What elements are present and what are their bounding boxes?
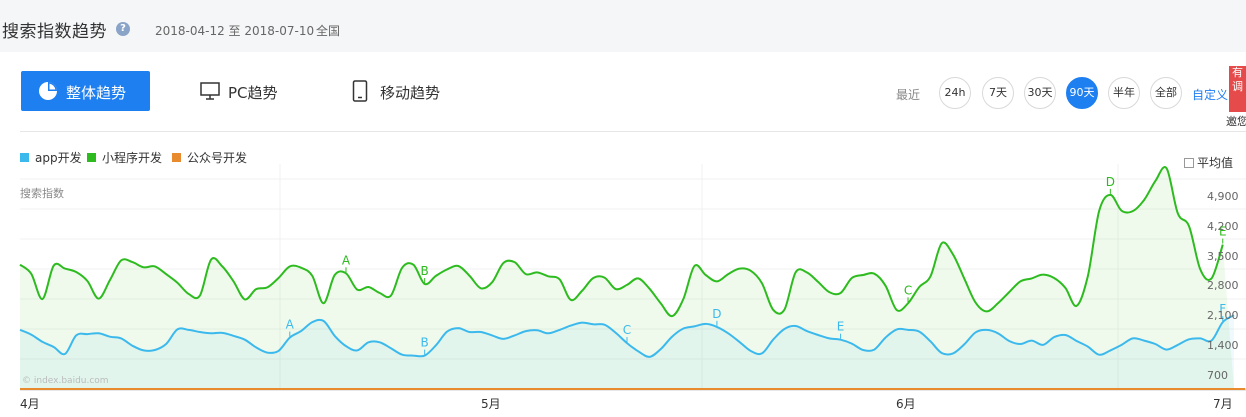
- series-line-miniprogram: [19, 166, 1224, 318]
- annotation-label: D: [712, 307, 721, 321]
- y-axis-title: 搜索指数: [20, 187, 64, 200]
- tab-overall-label: 整体趋势: [66, 84, 127, 102]
- x-tick-label: 6月: [896, 397, 916, 411]
- annotation-label: E: [837, 320, 845, 334]
- survey-badge[interactable]: 有调: [1229, 66, 1246, 112]
- series-area-miniprogram: [20, 167, 1234, 389]
- annotation-label: D: [1106, 175, 1115, 189]
- custom-range-link[interactable]: 自定义: [1192, 88, 1229, 102]
- annotation-label: B: [421, 264, 429, 278]
- pie-chart-icon: [39, 82, 57, 100]
- legend-label: 小程序开发: [102, 151, 163, 165]
- range-button-30d[interactable]: 30天: [1024, 77, 1056, 109]
- help-icon[interactable]: ?: [116, 22, 130, 36]
- range-button-half-year[interactable]: 半年: [1108, 77, 1140, 109]
- page-title: 搜索指数趋势: [2, 22, 107, 42]
- y-tick-label: 4,200: [1207, 220, 1239, 233]
- range-button-7d[interactable]: 7天: [982, 77, 1014, 109]
- top-bar: [0, 0, 1246, 52]
- y-tick-label: 4,900: [1207, 190, 1239, 203]
- invite-text[interactable]: 邀您: [1226, 115, 1246, 128]
- legend-label: 公众号开发: [187, 151, 248, 165]
- annotation-label: B: [421, 336, 429, 350]
- annotation-label: C: [904, 283, 912, 297]
- legend-swatch: [87, 153, 96, 162]
- y-tick-label: 700: [1207, 369, 1228, 382]
- y-tick-label: 2,100: [1207, 309, 1239, 322]
- tab-overall-trend[interactable]: 整体趋势: [21, 71, 150, 111]
- annotation-label: A: [286, 318, 295, 332]
- date-range: 2018-04-12 至 2018-07-10: [155, 24, 315, 38]
- x-tick-label: 7月: [1213, 397, 1233, 411]
- region-label: 全国: [316, 24, 341, 38]
- monitor-icon: [200, 82, 220, 100]
- legend-item-official-account[interactable]: 公众号开发: [172, 149, 247, 166]
- average-label: 平均值: [1197, 156, 1234, 170]
- annotation-label: A: [342, 253, 351, 267]
- legend-label: app开发: [35, 151, 82, 165]
- y-tick-label: 1,400: [1207, 339, 1239, 352]
- x-tick-label: 4月: [20, 397, 40, 411]
- range-button-24h[interactable]: 24h: [939, 77, 971, 109]
- legend-swatch: [20, 153, 29, 162]
- y-tick-label: 2,800: [1207, 279, 1239, 292]
- legend-swatch: [172, 153, 181, 162]
- range-button-all[interactable]: 全部: [1150, 77, 1182, 109]
- annotation-label: E: [1219, 225, 1227, 239]
- watermark: © index.baidu.com: [22, 376, 109, 386]
- range-button-90d[interactable]: 90天: [1066, 77, 1098, 109]
- tab-pc-label: PC趋势: [228, 84, 278, 102]
- y-tick-label: 3,500: [1207, 250, 1239, 263]
- checkbox[interactable]: [1184, 158, 1194, 168]
- divider: [20, 131, 1246, 132]
- legend-item-miniprogram[interactable]: 小程序开发: [87, 149, 162, 166]
- annotation-label: F: [1219, 302, 1226, 316]
- x-tick-label: 5月: [481, 397, 501, 411]
- annotation-label: C: [623, 323, 631, 337]
- series-area-app: [20, 315, 1234, 389]
- average-toggle[interactable]: 平均值: [1184, 154, 1233, 171]
- phone-icon: [352, 80, 368, 102]
- tab-mobile-label: 移动趋势: [380, 84, 441, 102]
- recent-label: 最近: [896, 88, 921, 102]
- series-line-app: [19, 314, 1235, 358]
- legend-item-app[interactable]: app开发: [20, 149, 82, 166]
